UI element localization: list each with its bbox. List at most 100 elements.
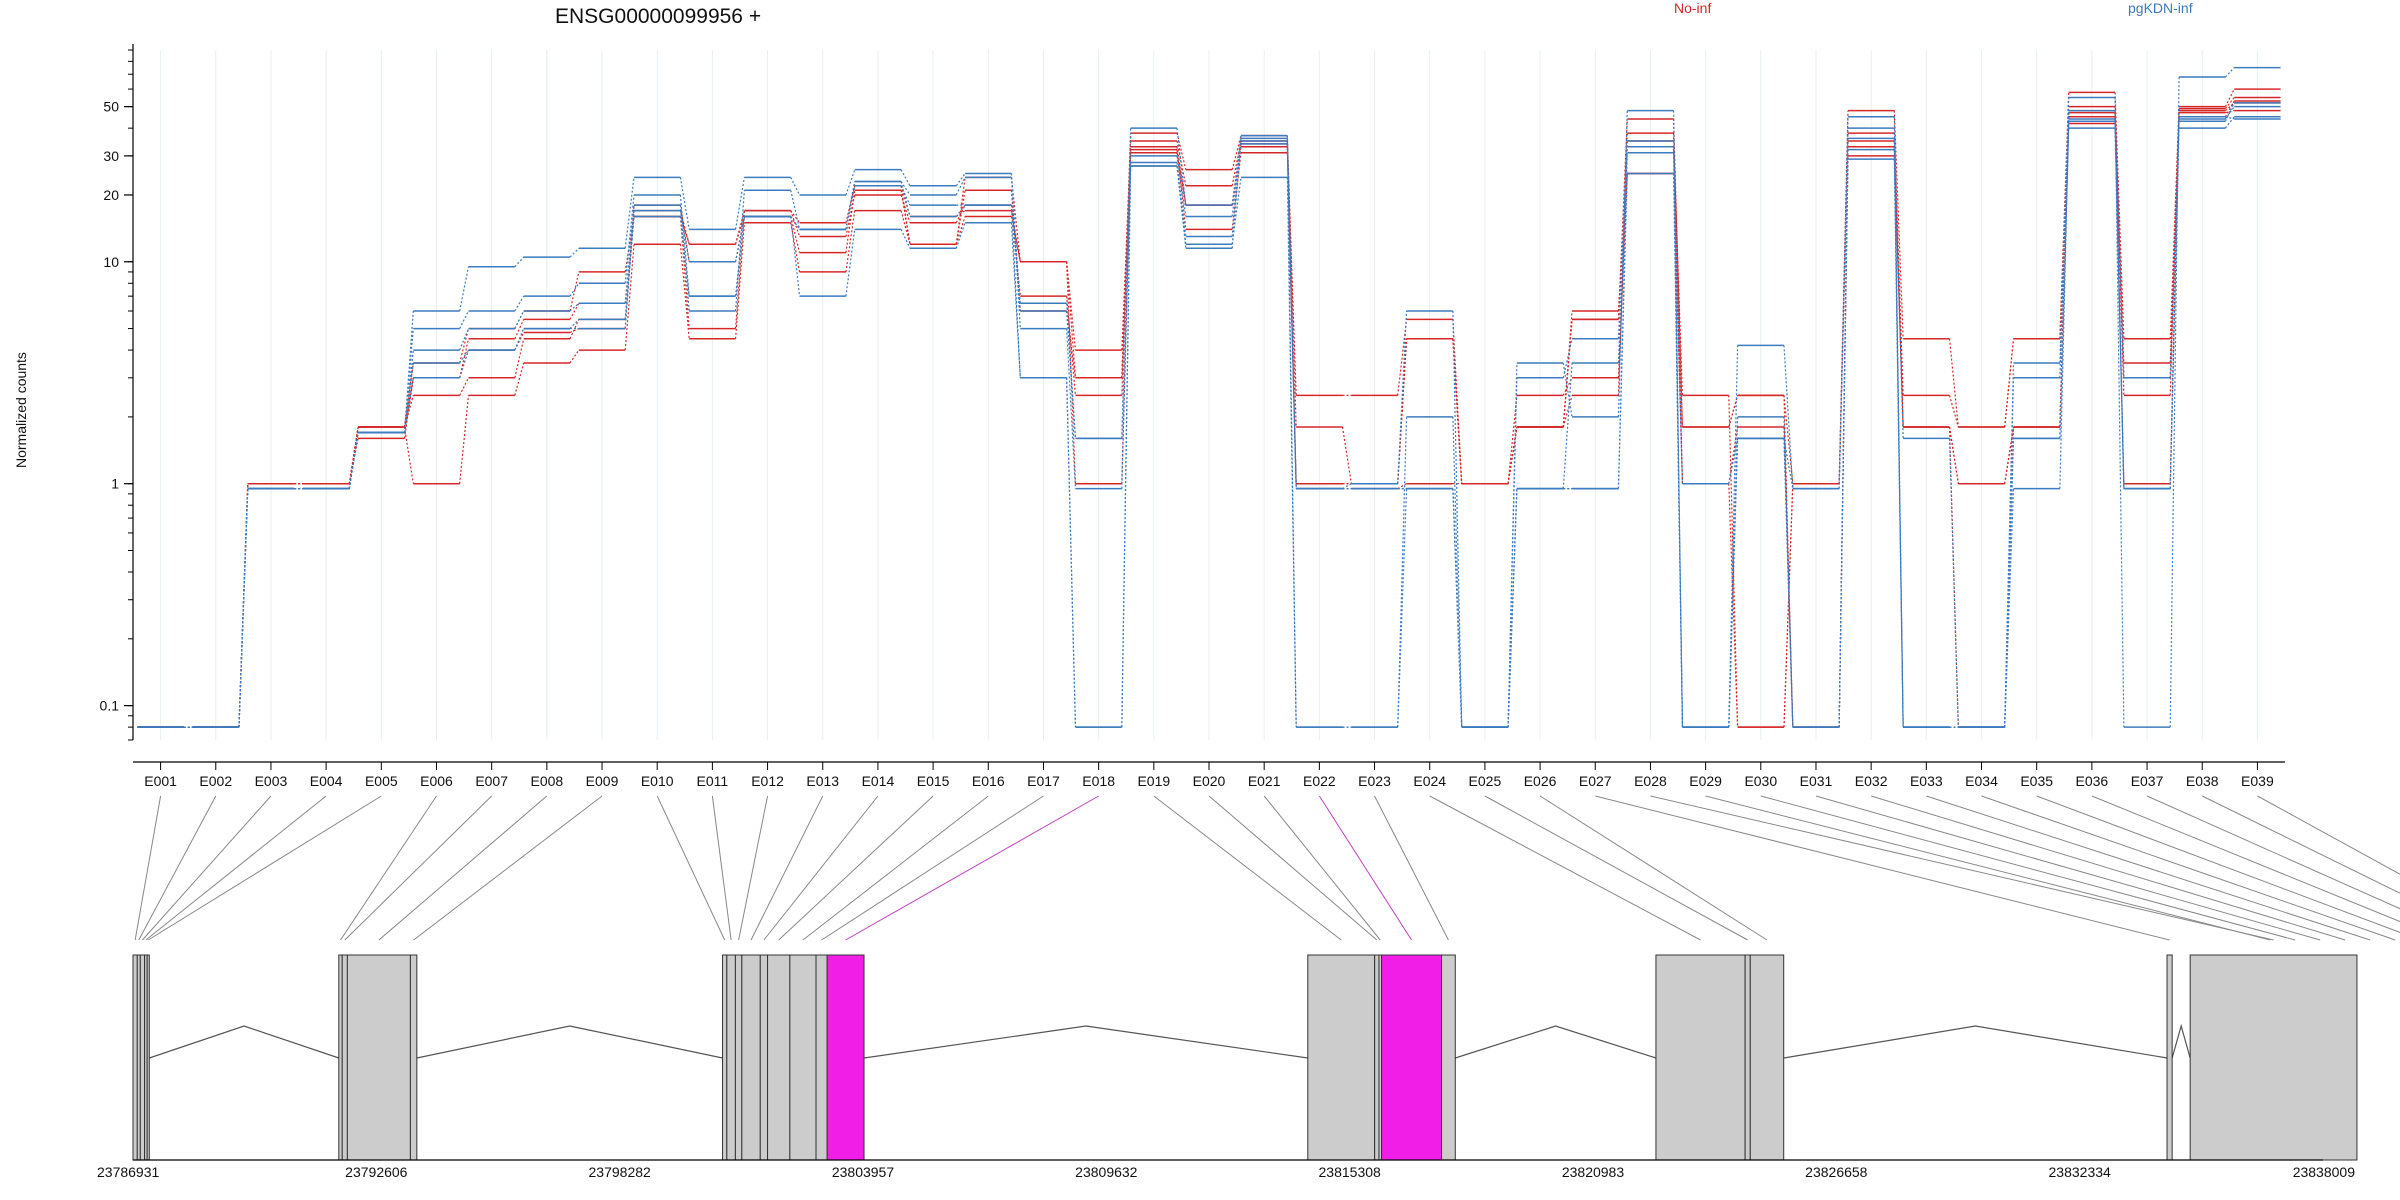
series-connector — [1507, 377, 1518, 728]
series-connector — [1507, 395, 1518, 484]
series-connector — [403, 426, 414, 484]
series-connector — [845, 181, 856, 230]
x-tick-label: E024 — [1413, 773, 1446, 789]
exon-connector-line — [821, 795, 1044, 941]
coordinate-tick-label: 23803957 — [832, 1164, 895, 1180]
series-connector — [1452, 310, 1463, 728]
series-connector — [1562, 362, 1573, 417]
x-tick-label: E023 — [1358, 773, 1391, 789]
y-axis-label: Normalized counts — [13, 352, 29, 468]
series-connector — [955, 177, 966, 196]
series-connector — [1010, 173, 1021, 312]
series-connector — [1948, 338, 1959, 428]
exon-box — [139, 954, 146, 1161]
series-connector — [514, 328, 525, 351]
x-tick-label: E013 — [806, 773, 839, 789]
exon-connector-line — [711, 795, 732, 941]
series-connector — [1562, 395, 1573, 428]
exon-connector-line — [2146, 795, 2400, 910]
exon-connector-line — [1595, 795, 2170, 941]
x-tick-label: E030 — [1744, 773, 1777, 789]
series-connector — [1673, 141, 1684, 396]
series-connector — [679, 210, 690, 262]
exon-connector-line — [845, 795, 1099, 941]
series-connector — [2169, 77, 2180, 728]
exon-connector-line — [1153, 795, 1342, 941]
series-connector — [2224, 100, 2235, 118]
exon-connectors — [134, 795, 2400, 941]
exon-connector-line — [344, 795, 493, 941]
series-connector — [955, 173, 966, 187]
exon-connector-line — [763, 795, 879, 941]
gene-model: 23786931 23792606 23798282 23803957 23809632… — [97, 954, 2358, 1180]
y-tick-label: 20 — [103, 187, 119, 203]
series-connector — [900, 185, 911, 206]
exon-connector-line — [1539, 795, 1768, 941]
exon-box — [132, 954, 138, 1161]
intron-line — [1455, 1025, 1657, 1059]
series-connector — [1783, 483, 1794, 728]
coordinate-tick-label: 23809632 — [1075, 1164, 1138, 1180]
series-connector — [1838, 138, 1849, 728]
series-connector — [1342, 483, 1352, 490]
series-connector — [1728, 438, 1739, 728]
series-connector — [734, 222, 745, 339]
series-connector — [1121, 166, 1132, 439]
x-tick-label: E008 — [530, 773, 563, 789]
exon-box — [1307, 954, 1376, 1161]
x-tick-label: E018 — [1082, 773, 1115, 789]
exon-connector-line — [378, 795, 548, 941]
exon-connector-line — [2257, 795, 2400, 875]
x-tick-label: E002 — [199, 773, 232, 789]
series-connector — [1066, 261, 1077, 378]
series-connector — [624, 216, 635, 320]
exon-box — [826, 954, 865, 1161]
series-connector — [569, 319, 580, 339]
series-connector — [900, 169, 911, 187]
series-connector — [459, 310, 470, 329]
exon-box — [146, 954, 150, 1161]
exon-connector-line — [1208, 795, 1378, 941]
series-connector — [1948, 438, 1959, 728]
series-connector — [2114, 116, 2125, 396]
x-tick-label: E005 — [365, 773, 398, 789]
exon-box — [759, 954, 769, 1161]
series-connector — [1617, 173, 1628, 489]
series-connector — [569, 328, 580, 334]
coordinate-tick-label: 23815308 — [1319, 1164, 1382, 1180]
exon-connector-line — [1981, 795, 2396, 941]
coordinate-tick-label: 23832334 — [2049, 1164, 2112, 1180]
series-connector — [1673, 173, 1684, 728]
series-connector — [955, 190, 966, 245]
series-connector — [2059, 121, 2070, 489]
series-connector — [459, 349, 469, 364]
x-tick-label: E007 — [475, 773, 508, 789]
series-connector — [2224, 106, 2235, 120]
x-tick-label: E020 — [1193, 773, 1226, 789]
series-connector — [2224, 102, 2235, 122]
coordinate-tick-label: 23786931 — [97, 1164, 160, 1180]
series-connector — [348, 432, 359, 489]
series-connector — [514, 328, 525, 351]
x-tick-label: E014 — [862, 773, 895, 789]
series-connector — [1617, 133, 1628, 320]
series-connector — [1783, 438, 1794, 728]
series-connector — [955, 177, 966, 245]
series-connector — [1341, 426, 1352, 484]
series-connector — [1673, 133, 1684, 484]
intron-line — [149, 1025, 339, 1059]
series-connector — [900, 181, 911, 196]
series-connector — [569, 303, 580, 320]
coordinate-tick-label: 23798282 — [589, 1164, 652, 1180]
series-connector — [1783, 395, 1794, 484]
series-connector — [1507, 488, 1518, 728]
series-connector — [1010, 210, 1021, 262]
series-connector — [1562, 310, 1573, 428]
series-connector — [514, 362, 525, 396]
x-tick-label: E019 — [1137, 773, 1170, 789]
exon-box — [2189, 954, 2358, 1161]
series-connector — [790, 216, 801, 230]
x-tick-label: E010 — [641, 773, 674, 789]
series-connector — [679, 177, 690, 230]
exon-box — [815, 954, 828, 1161]
